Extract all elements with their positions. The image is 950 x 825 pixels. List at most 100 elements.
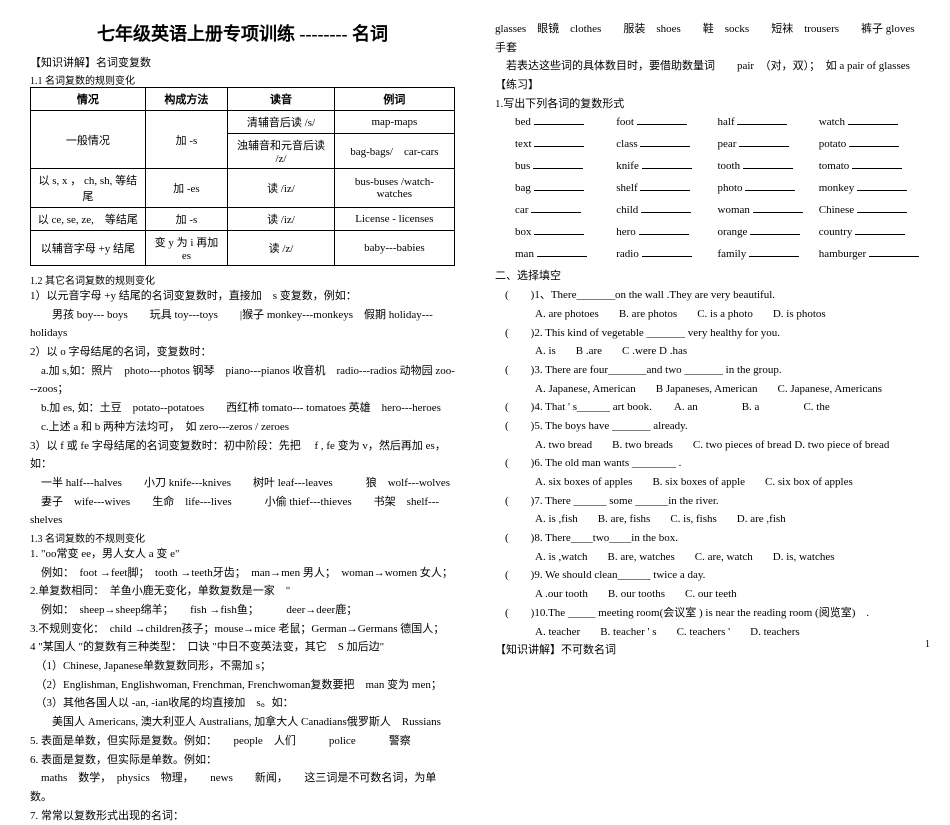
text-line: 1.写出下列各词的复数形式 xyxy=(495,95,920,114)
word-row: car child woman Chinese xyxy=(495,201,920,216)
word-item: foot xyxy=(616,113,717,128)
fill-blank xyxy=(534,223,584,235)
text-line: 5. 表面是单数，但实际是复数。例如： people 人们 police 警察 xyxy=(30,732,455,751)
word-item: man xyxy=(515,245,616,260)
question: ( )1、There_______on the wall .They are v… xyxy=(495,286,920,305)
fill-blank xyxy=(537,245,587,257)
fill-blank xyxy=(640,179,690,191)
option: B. two breads xyxy=(612,436,673,455)
word-item: box xyxy=(515,223,616,238)
option: D. is photos xyxy=(773,305,826,324)
fill-blank xyxy=(739,135,789,147)
rules-table: 情况 构成方法 读音 例词 一般情况 加 -s 清辅音后读 /s/ map-ma… xyxy=(30,87,455,266)
word-item: knife xyxy=(616,157,717,172)
cell: 浊辅音和元音后读 /z/ xyxy=(228,134,335,169)
fill-blank xyxy=(642,157,692,169)
fill-blank xyxy=(749,245,799,257)
text-line: （3）其他各国人以 -an, -ian收尾的均直接加 s。如： xyxy=(30,694,455,713)
text-line: 男孩 boy--- boys 玩具 toy---toys |猴子 monkey-… xyxy=(30,306,455,343)
option: C .were D .has xyxy=(622,342,687,361)
word-row: text class pear potato xyxy=(495,135,920,150)
word-item: orange xyxy=(718,223,819,238)
th-sound: 读音 xyxy=(228,88,335,111)
option: B. are photos xyxy=(619,305,677,324)
text-line: a.加 s,如：照片 photo---photos 钢琴 piano---pia… xyxy=(30,362,455,399)
text-line: 1）以元音字母 +y 结尾的名词变复数时，直接加 s 变复数，例如： xyxy=(30,287,455,306)
word-item: woman xyxy=(718,201,819,216)
text-line: c.上述 a 和 b 两种方法均可， 如 zero---zeros / zero… xyxy=(30,418,455,437)
option: B. six boxes of apple xyxy=(652,473,745,492)
main-title: 七年级英语上册专项训练 -------- 名词 xyxy=(30,20,455,46)
options-row: A. teacherB. teacher ' sC. teachers 'D. … xyxy=(495,623,920,642)
fill-blank xyxy=(869,245,919,257)
knowledge-heading: 【知识讲解】名词变复数 xyxy=(30,54,455,70)
options-row: A .our toothB. our toothsC. our teeth xyxy=(495,585,920,604)
text-line: b.加 es, 如：土豆 potato--potatoes 西红柿 tomato… xyxy=(30,399,455,418)
word-item: country xyxy=(819,223,920,238)
cell: bus-buses /watch-watches xyxy=(334,169,454,208)
question: ( )7. There ______ some ______in the riv… xyxy=(495,492,920,511)
word-row: man radio family hamburger xyxy=(495,245,920,260)
word-item: Chinese xyxy=(819,201,920,216)
options-row: A. are photoesB. are photosC. is a photo… xyxy=(495,305,920,324)
th-method: 构成方法 xyxy=(145,88,227,111)
fill-blank xyxy=(642,245,692,257)
option: B. are, watches xyxy=(608,548,675,567)
fill-blank xyxy=(743,157,793,169)
word-item: family xyxy=(718,245,819,260)
fill-blank xyxy=(534,135,584,147)
option: C. are, watch xyxy=(695,548,753,567)
text-line: 妻子 wife---wives 生命 life---lives 小偷 thief… xyxy=(30,493,455,530)
fill-blank xyxy=(531,201,581,213)
cell: 读 /z/ xyxy=(228,231,335,266)
text-line: 一半 half---halves 小刀 knife---knives 树叶 le… xyxy=(30,474,455,493)
option: D. teachers xyxy=(750,623,799,642)
word-exercise: bed foot half watch text class pear pota… xyxy=(495,113,920,260)
left-content-1: 1）以元音字母 +y 结尾的名词变复数时，直接加 s 变复数，例如： 男孩 bo… xyxy=(30,287,455,530)
rule-1-2: 1.2 其它名词复数的规则变化 xyxy=(30,272,455,287)
option: A .our tooth xyxy=(535,585,588,604)
cell: 加 -s xyxy=(145,111,227,169)
section-2-heading: 二、选择填空 xyxy=(495,267,920,286)
word-item: potato xyxy=(819,135,920,150)
fill-blank xyxy=(849,135,899,147)
text-line: 6. 表面是复数，但实际是单数。例如： xyxy=(30,751,455,770)
option: B. our tooths xyxy=(608,585,665,604)
uncountable-heading: 【知识讲解】不可数名词 xyxy=(495,641,920,660)
text-line: 若表达这些词的具体数目时，要借助数量词 pair （对，双）； 如 a pair… xyxy=(495,57,920,76)
word-item: bed xyxy=(515,113,616,128)
options-row: A. Japanese, AmericanB Japaneses, Americ… xyxy=(495,380,920,399)
cell: baby---babies xyxy=(334,231,454,266)
fill-blank xyxy=(857,179,907,191)
left-column: 七年级英语上册专项训练 -------- 名词 【知识讲解】名词变复数 1.1 … xyxy=(30,20,455,825)
fill-blank xyxy=(637,113,687,125)
fill-blank xyxy=(533,157,583,169)
option: C. teachers ' xyxy=(677,623,731,642)
page-number: 1 xyxy=(925,639,930,650)
word-item: hero xyxy=(616,223,717,238)
fill-blank xyxy=(857,201,907,213)
left-content-2: 1. "oo常变 ee，男人女人 a 变 e" 例如： foot →feet脚；… xyxy=(30,545,455,825)
text-line: 4 "某国人 "的复数有三种类型： 口诀 "中日不变英法变，其它 S 加后边" xyxy=(30,638,455,657)
cell: 变 y 为 i 再加 es xyxy=(145,231,227,266)
question: ( )9. We should clean______ twice a day. xyxy=(495,566,920,585)
text-line: 美国人 Americans, 澳大利亚人 Australians, 加拿大人 C… xyxy=(30,713,455,732)
text-line: 1. "oo常变 ee，男人女人 a 变 e" xyxy=(30,545,455,564)
options-row: A. is ,watchB. are, watchesC. are, watch… xyxy=(495,548,920,567)
option: D. is, watches xyxy=(773,548,835,567)
word-item: tooth xyxy=(718,157,819,172)
option: C. Japanese, Americans xyxy=(778,380,882,399)
word-item: text xyxy=(515,135,616,150)
fill-blank xyxy=(737,113,787,125)
text-line: 2）以 o 字母结尾的名词，变复数时： xyxy=(30,343,455,362)
text-line: （2）Englishman, Englishwoman, Frenchman, … xyxy=(30,676,455,695)
word-row: box hero orange country xyxy=(495,223,920,238)
fill-blank xyxy=(848,113,898,125)
word-row: bed foot half watch xyxy=(495,113,920,128)
option: B. are, fishs xyxy=(598,510,651,529)
cell: 清辅音后读 /s/ xyxy=(228,111,335,134)
right-top-content: glasses 眼镜 clothes 服装 shoes 鞋 socks 短袜 t… xyxy=(495,20,920,113)
question: ( )6. The old man wants ________ . xyxy=(495,454,920,473)
word-item: bag xyxy=(515,179,616,194)
question: ( )2. This kind of vegetable _______ ver… xyxy=(495,324,920,343)
